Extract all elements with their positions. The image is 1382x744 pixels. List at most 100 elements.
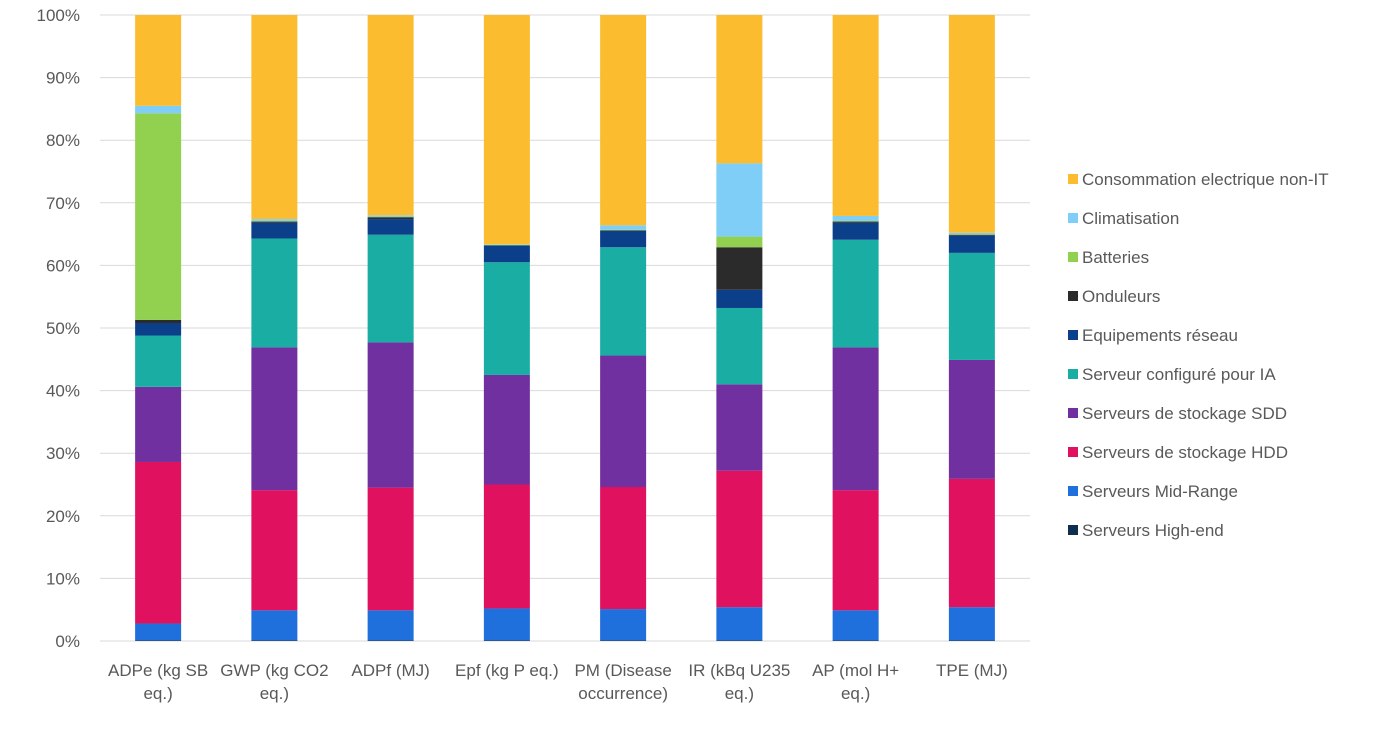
legend-label: Serveur configuré pour IA xyxy=(1082,365,1276,384)
bar-segment xyxy=(251,347,298,491)
bar-segment xyxy=(948,232,995,235)
bar-segment xyxy=(367,487,414,611)
legend-label: Serveurs Mid-Range xyxy=(1082,482,1238,501)
bar-segment xyxy=(600,230,647,248)
legend-label: Serveurs de stockage SDD xyxy=(1082,404,1287,423)
bar-segment xyxy=(832,239,879,348)
legend-label: Climatisation xyxy=(1082,209,1179,228)
legend-swatch xyxy=(1068,213,1078,223)
bar-segment xyxy=(251,222,298,239)
bar-segment xyxy=(135,386,182,462)
bar-segment xyxy=(251,219,298,221)
legend-swatch xyxy=(1068,486,1078,496)
bar-segment xyxy=(832,221,879,223)
bar-segment xyxy=(135,335,182,387)
bar-segment xyxy=(600,247,647,356)
legend-swatch xyxy=(1068,174,1078,184)
bar-stack xyxy=(832,15,879,641)
bar-segment xyxy=(600,225,647,230)
bar-segment xyxy=(251,238,298,348)
bar-segment xyxy=(832,220,879,222)
bar-stack xyxy=(948,15,995,641)
y-tick-label: 90% xyxy=(46,69,80,88)
x-tick-label: TPE (MJ) xyxy=(936,661,1008,680)
bar-segment xyxy=(251,610,298,641)
bar-segment xyxy=(251,221,298,223)
bar-segment xyxy=(135,113,182,320)
bar-segment xyxy=(483,244,530,245)
x-tick-label: Epf (kg P eq.) xyxy=(455,661,559,680)
bar-segment xyxy=(483,245,530,246)
bar-segment xyxy=(483,640,530,641)
y-tick-label: 20% xyxy=(46,507,80,526)
bar-segment xyxy=(600,609,647,641)
bar-segment xyxy=(367,217,414,220)
legend-item: Consommation electrique non-IT xyxy=(1068,170,1329,189)
y-tick-label: 60% xyxy=(46,256,80,275)
bar-segment xyxy=(483,15,530,245)
bar-segment xyxy=(251,490,298,611)
bar-segment xyxy=(832,347,879,491)
legend-label: Serveurs High-end xyxy=(1082,521,1224,540)
legend-item: Serveurs de stockage SDD xyxy=(1068,404,1287,423)
legend-label: Onduleurs xyxy=(1082,287,1160,306)
bar-segment xyxy=(367,219,414,235)
y-tick-label: 80% xyxy=(46,131,80,150)
x-tick-label: GWP (kg CO2 eq.) xyxy=(220,661,328,703)
y-tick-label: 10% xyxy=(46,569,80,588)
bar-segment xyxy=(135,640,182,641)
bar-segment xyxy=(367,15,414,216)
legend-item: Serveurs High-end xyxy=(1068,521,1224,540)
bar-segment xyxy=(600,355,647,488)
bar-segment xyxy=(948,234,995,236)
gridlines xyxy=(100,14,1030,642)
bar-stack xyxy=(367,15,414,641)
legend-label: Serveurs de stockage HDD xyxy=(1082,443,1288,462)
x-tick-label: AP (mol H+ eq.) xyxy=(812,661,899,703)
legend-item: Serveur configuré pour IA xyxy=(1068,365,1276,384)
bar-segment xyxy=(716,607,763,641)
bar-segment xyxy=(832,215,879,221)
bar-segment xyxy=(251,640,298,641)
bar-segment xyxy=(135,322,182,336)
bar-segment xyxy=(948,640,995,641)
legend-label: Batteries xyxy=(1082,248,1149,267)
legend-swatch xyxy=(1068,291,1078,301)
bar-stack xyxy=(600,15,647,641)
bar-segment xyxy=(600,229,647,231)
x-tick-label: IR (kBq U235 eq.) xyxy=(688,661,790,703)
bar-segment xyxy=(367,610,414,641)
x-tick-label: ADPe (kg SB eq.) xyxy=(108,661,208,703)
bar-stack xyxy=(251,15,298,641)
bar-segment xyxy=(832,222,879,240)
bar-segment xyxy=(716,15,763,164)
bar-segment xyxy=(251,15,298,220)
y-tick-label: 40% xyxy=(46,382,80,401)
bar-segment xyxy=(832,490,879,611)
bar-segment xyxy=(483,608,530,641)
bar-segment xyxy=(483,484,530,609)
bar-segment xyxy=(135,319,182,323)
bar-segment xyxy=(367,216,414,218)
bar-segment xyxy=(716,247,763,290)
y-tick-label: 100% xyxy=(37,6,80,25)
x-tick-label: ADPf (MJ) xyxy=(351,661,429,680)
legend-item: Batteries xyxy=(1068,248,1149,267)
bar-segment xyxy=(716,236,763,248)
legend-item: Serveurs de stockage HDD xyxy=(1068,443,1288,462)
bar-segment xyxy=(367,342,414,488)
legend-swatch xyxy=(1068,252,1078,262)
bar-segment xyxy=(135,623,182,641)
bar-segment xyxy=(716,640,763,641)
bar-segment xyxy=(716,384,763,471)
legend-item: Serveurs Mid-Range xyxy=(1068,482,1238,501)
bar-segment xyxy=(948,235,995,253)
legend-item: Onduleurs xyxy=(1068,287,1160,306)
bar-segment xyxy=(948,234,995,235)
y-tick-label: 70% xyxy=(46,194,80,213)
y-axis-tick-labels: 0% 10% 20% 30% 40% 50% 60% 70% 80% 90% 100% xyxy=(37,6,80,651)
x-tick-label: PM (Disease occurrence) xyxy=(574,661,671,703)
bar-segment xyxy=(367,234,414,343)
bar-segment xyxy=(600,230,647,231)
